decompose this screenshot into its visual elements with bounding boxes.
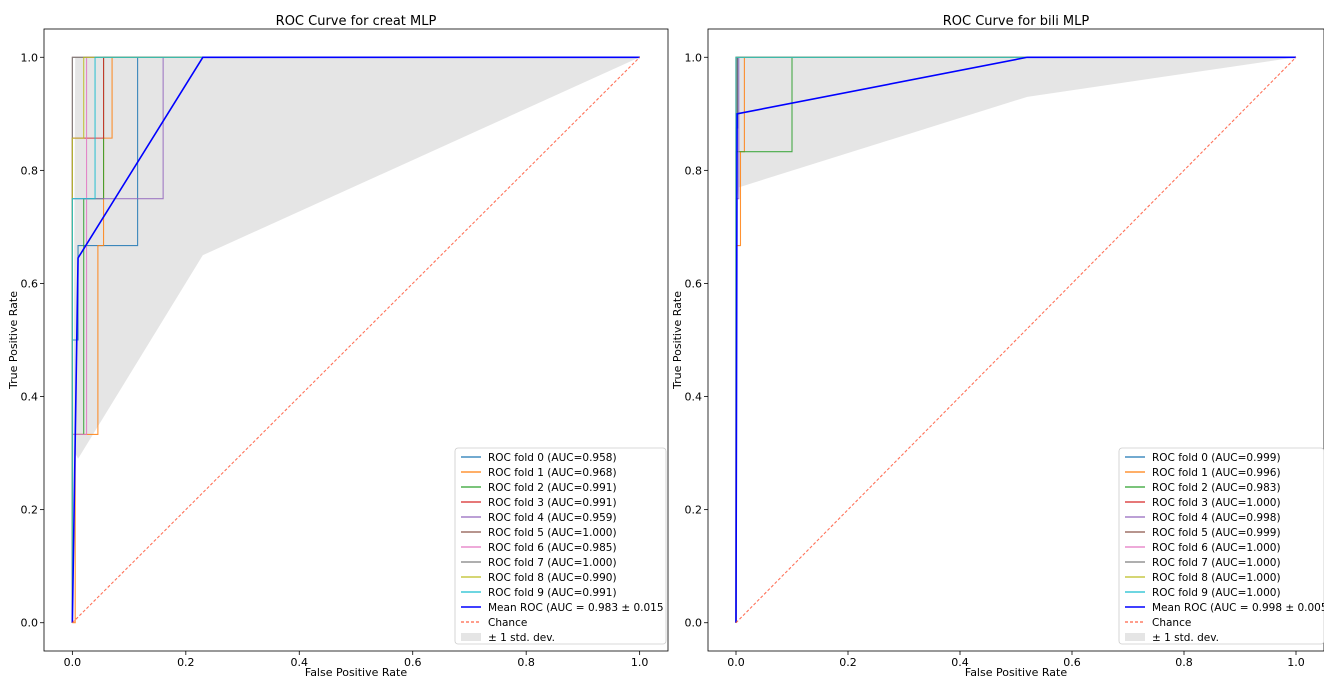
chart-0-legend-label: ROC fold 4 (AUC=0.959) [488,512,617,524]
chart-1-legend-label: ± 1 std. dev. [1152,632,1219,644]
chart-0-legend-label: ROC fold 6 (AUC=0.985) [488,542,617,554]
chart-1-chance-line [735,56,1297,624]
chart-0-legend: ROC fold 0 (AUC=0.958) ROC fold 1 (AUC=0.… [454,447,667,645]
chart-0-y-axis-label: True Positive Rate [7,291,20,390]
chart-0-legend-label: ± 1 std. dev. [488,632,555,644]
chart-0-legend-box [454,447,667,645]
chart-1-y-tick-label: 0.6 [685,277,703,290]
chart-1-legend-box [1118,447,1324,645]
chart-0-legend-label: Mean ROC (AUC = 0.983 ± 0.015 [488,602,664,614]
chart-0-legend-label: ROC fold 2 (AUC=0.991) [488,482,617,494]
chart-0-x-tick-label: 0.4 [291,656,309,669]
chart-1-title: ROC Curve for bili MLP [943,14,1090,29]
chart-1-y-axis-label: True Positive Rate [671,291,684,390]
chart-1-legend-label: ROC fold 6 (AUC=1.000) [1152,542,1281,554]
chart-0-mean-roc-line [71,56,640,623]
chart-0-title: ROC Curve for creat MLP [276,14,437,29]
chart-1-legend-label: ROC fold 4 (AUC=0.998) [1152,512,1281,524]
chart-0-legend-label: ROC fold 5 (AUC=1.000) [488,527,617,539]
chart-1-y-tick-label: 0.0 [685,617,703,630]
chart-0: 0.0 0.2 0.4 0.6 0.8 1.0 0.0 0.2 0.4 0.6 0.8 1.0 ROC … [7,14,669,678]
chart-1-y-tick-label: 0.8 [685,164,703,177]
chart-0-chance-line [71,56,641,624]
chart-0-axes-frame [43,28,669,652]
chart-0-y-tick-label: 0.4 [21,391,39,404]
chart-0-legend-label: ROC fold 1 (AUC=0.968) [488,467,617,479]
chart-0-legend-label: ROC fold 9 (AUC=0.991) [488,587,617,599]
chart-1-legend-label: Chance [1152,617,1191,629]
chart-1-legend-label: ROC fold 0 (AUC=0.999) [1152,452,1281,464]
chart-0-x-tick-label: 0.8 [517,656,535,669]
chart-1-y-tick-label: 0.2 [685,504,703,517]
chart-0-y-tick-label: 1.0 [21,51,39,64]
chart-0-legend-label: ROC fold 0 (AUC=0.958) [488,452,617,464]
chart-1-x-tick-label: 0.8 [1175,656,1193,669]
chart-1-legend-label: ROC fold 2 (AUC=0.983) [1152,482,1281,494]
chart-1-legend-label: ROC fold 1 (AUC=0.996) [1152,467,1281,479]
chart-0-x-tick-label: 0.2 [177,656,195,669]
chart-0-x-tick-label: 0.6 [404,656,422,669]
chart-1-legend: ROC fold 0 (AUC=0.999) ROC fold 1 (AUC=0.… [1118,447,1324,645]
chart-0-legend-label: ROC fold 3 (AUC=0.991) [488,497,617,509]
chart-1-x-tick-label: 0.0 [727,656,745,669]
chart-0-series-line-1 [72,56,640,624]
chart-1-x-tick-label: 0.2 [839,656,857,669]
chart-1-legend-swatch [1125,633,1145,641]
chart-1-legend-label: ROC fold 3 (AUC=1.000) [1152,497,1281,509]
chart-0-std-band [72,57,640,623]
chart-0-x-tick-label: 0.0 [64,656,82,669]
chart-0-y-tick-label: 0.2 [21,504,39,517]
chart-1-y-tick-label: 1.0 [685,51,703,64]
chart-1-legend-label: ROC fold 9 (AUC=1.000) [1152,587,1281,599]
chart-0-legend-label: ROC fold 8 (AUC=0.990) [488,572,617,584]
chart-1-y-tick-label: 0.4 [685,391,703,404]
chart-0-legend-label: Chance [488,617,527,629]
chart-0-x-tick-label: 1.0 [631,656,649,669]
chart-1-legend-label: ROC fold 8 (AUC=1.000) [1152,572,1281,584]
chart-1-legend-label: ROC fold 7 (AUC=1.000) [1152,557,1281,569]
chart-1-legend-label: Mean ROC (AUC = 0.998 ± 0.005 [1152,602,1324,614]
chart-0-y-tick-label: 0.0 [21,617,39,630]
chart-1-x-tick-label: 1.0 [1287,656,1305,669]
chart-1: 0.0 0.2 0.4 0.6 0.8 1.0 0.0 0.2 0.4 0.6 0.8 1.0 ROC … [671,14,1324,678]
chart-0-x-axis-label: False Positive Rate [305,666,407,678]
chart-1-axes-frame [707,28,1324,652]
chart-1-legend-label: ROC fold 5 (AUC=0.999) [1152,527,1281,539]
chart-0-y-tick-label: 0.6 [21,277,39,290]
chart-0-legend-label: ROC fold 7 (AUC=1.000) [488,557,617,569]
chart-0-y-tick-label: 0.8 [21,164,39,177]
chart-1-mean-roc-line [735,56,1296,623]
chart-1-x-axis-label: False Positive Rate [965,666,1067,678]
chart-0-legend-swatch [461,633,481,641]
chart-1-x-tick-label: 0.6 [1063,656,1081,669]
chart-1-x-tick-label: 0.4 [951,656,969,669]
